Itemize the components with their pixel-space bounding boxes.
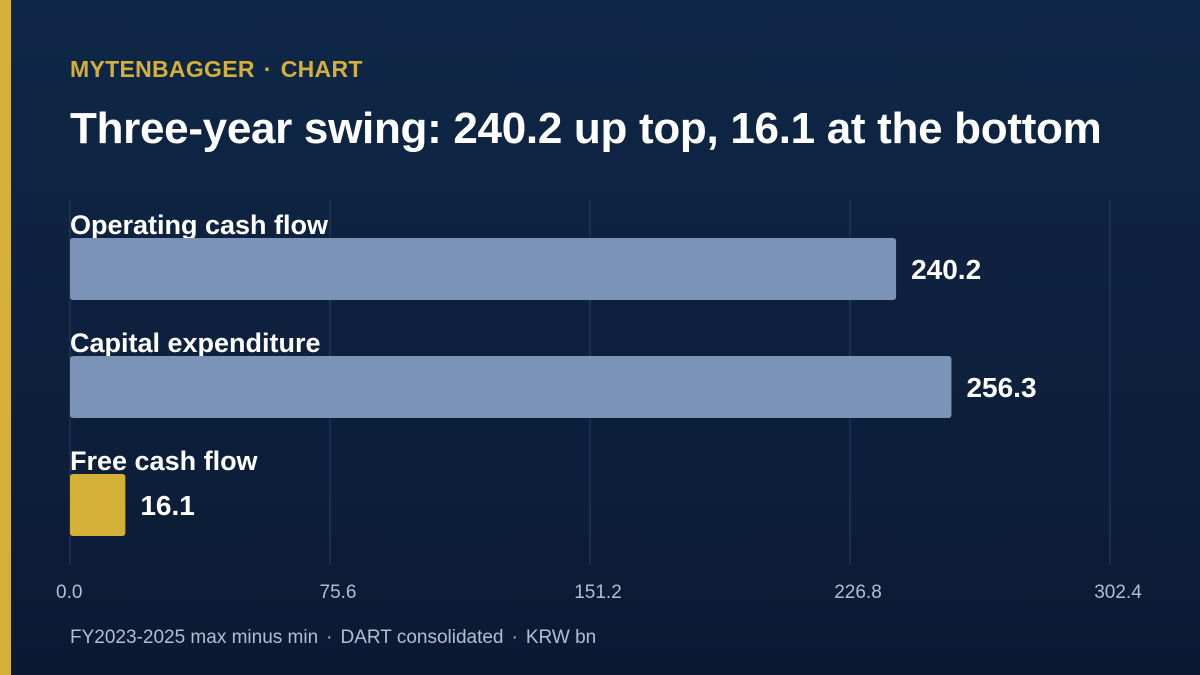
- chart-title: Three-year swing: 240.2 up top, 16.1 at …: [70, 104, 1102, 153]
- footer-note: FY2023-2025 max minus min · DART consolida…: [70, 627, 596, 649]
- footer-source: DART consolidated: [340, 627, 504, 648]
- section-label: CHART: [280, 56, 363, 82]
- bar: [70, 474, 126, 536]
- value-label: 16.1: [140, 490, 195, 521]
- footer-separator: ·: [511, 627, 518, 648]
- accent-stripe: [0, 0, 11, 675]
- kicker-separator: ·: [263, 56, 272, 82]
- category-label: Capital expenditure: [70, 328, 321, 358]
- x-tick-label: 0.0: [56, 582, 82, 603]
- value-label: 256.3: [966, 372, 1036, 403]
- bars: Operating cash flow 240.2 Capital expendit…: [70, 210, 1037, 536]
- footer-unit: KRW bn: [525, 627, 597, 648]
- bar: [70, 356, 952, 418]
- category-label: Operating cash flow: [70, 210, 329, 240]
- footer-period: FY2023-2025 max minus min: [70, 627, 319, 648]
- x-tick-label: 151.2: [574, 582, 622, 603]
- bar: [70, 238, 897, 300]
- footer-separator: ·: [326, 627, 333, 648]
- category-label: Free cash flow: [70, 446, 259, 476]
- kicker: MYTENBAGGER · CHART: [70, 56, 363, 83]
- x-tick-label: 226.8: [834, 582, 882, 603]
- x-tick-label: 302.4: [1094, 582, 1142, 603]
- brand-label: MYTENBAGGER: [70, 56, 255, 82]
- x-axis-ticks: 0.0 75.6 151.2 226.8 302.4: [56, 582, 1142, 603]
- value-label: 240.2: [911, 254, 981, 285]
- x-tick-label: 75.6: [320, 582, 357, 603]
